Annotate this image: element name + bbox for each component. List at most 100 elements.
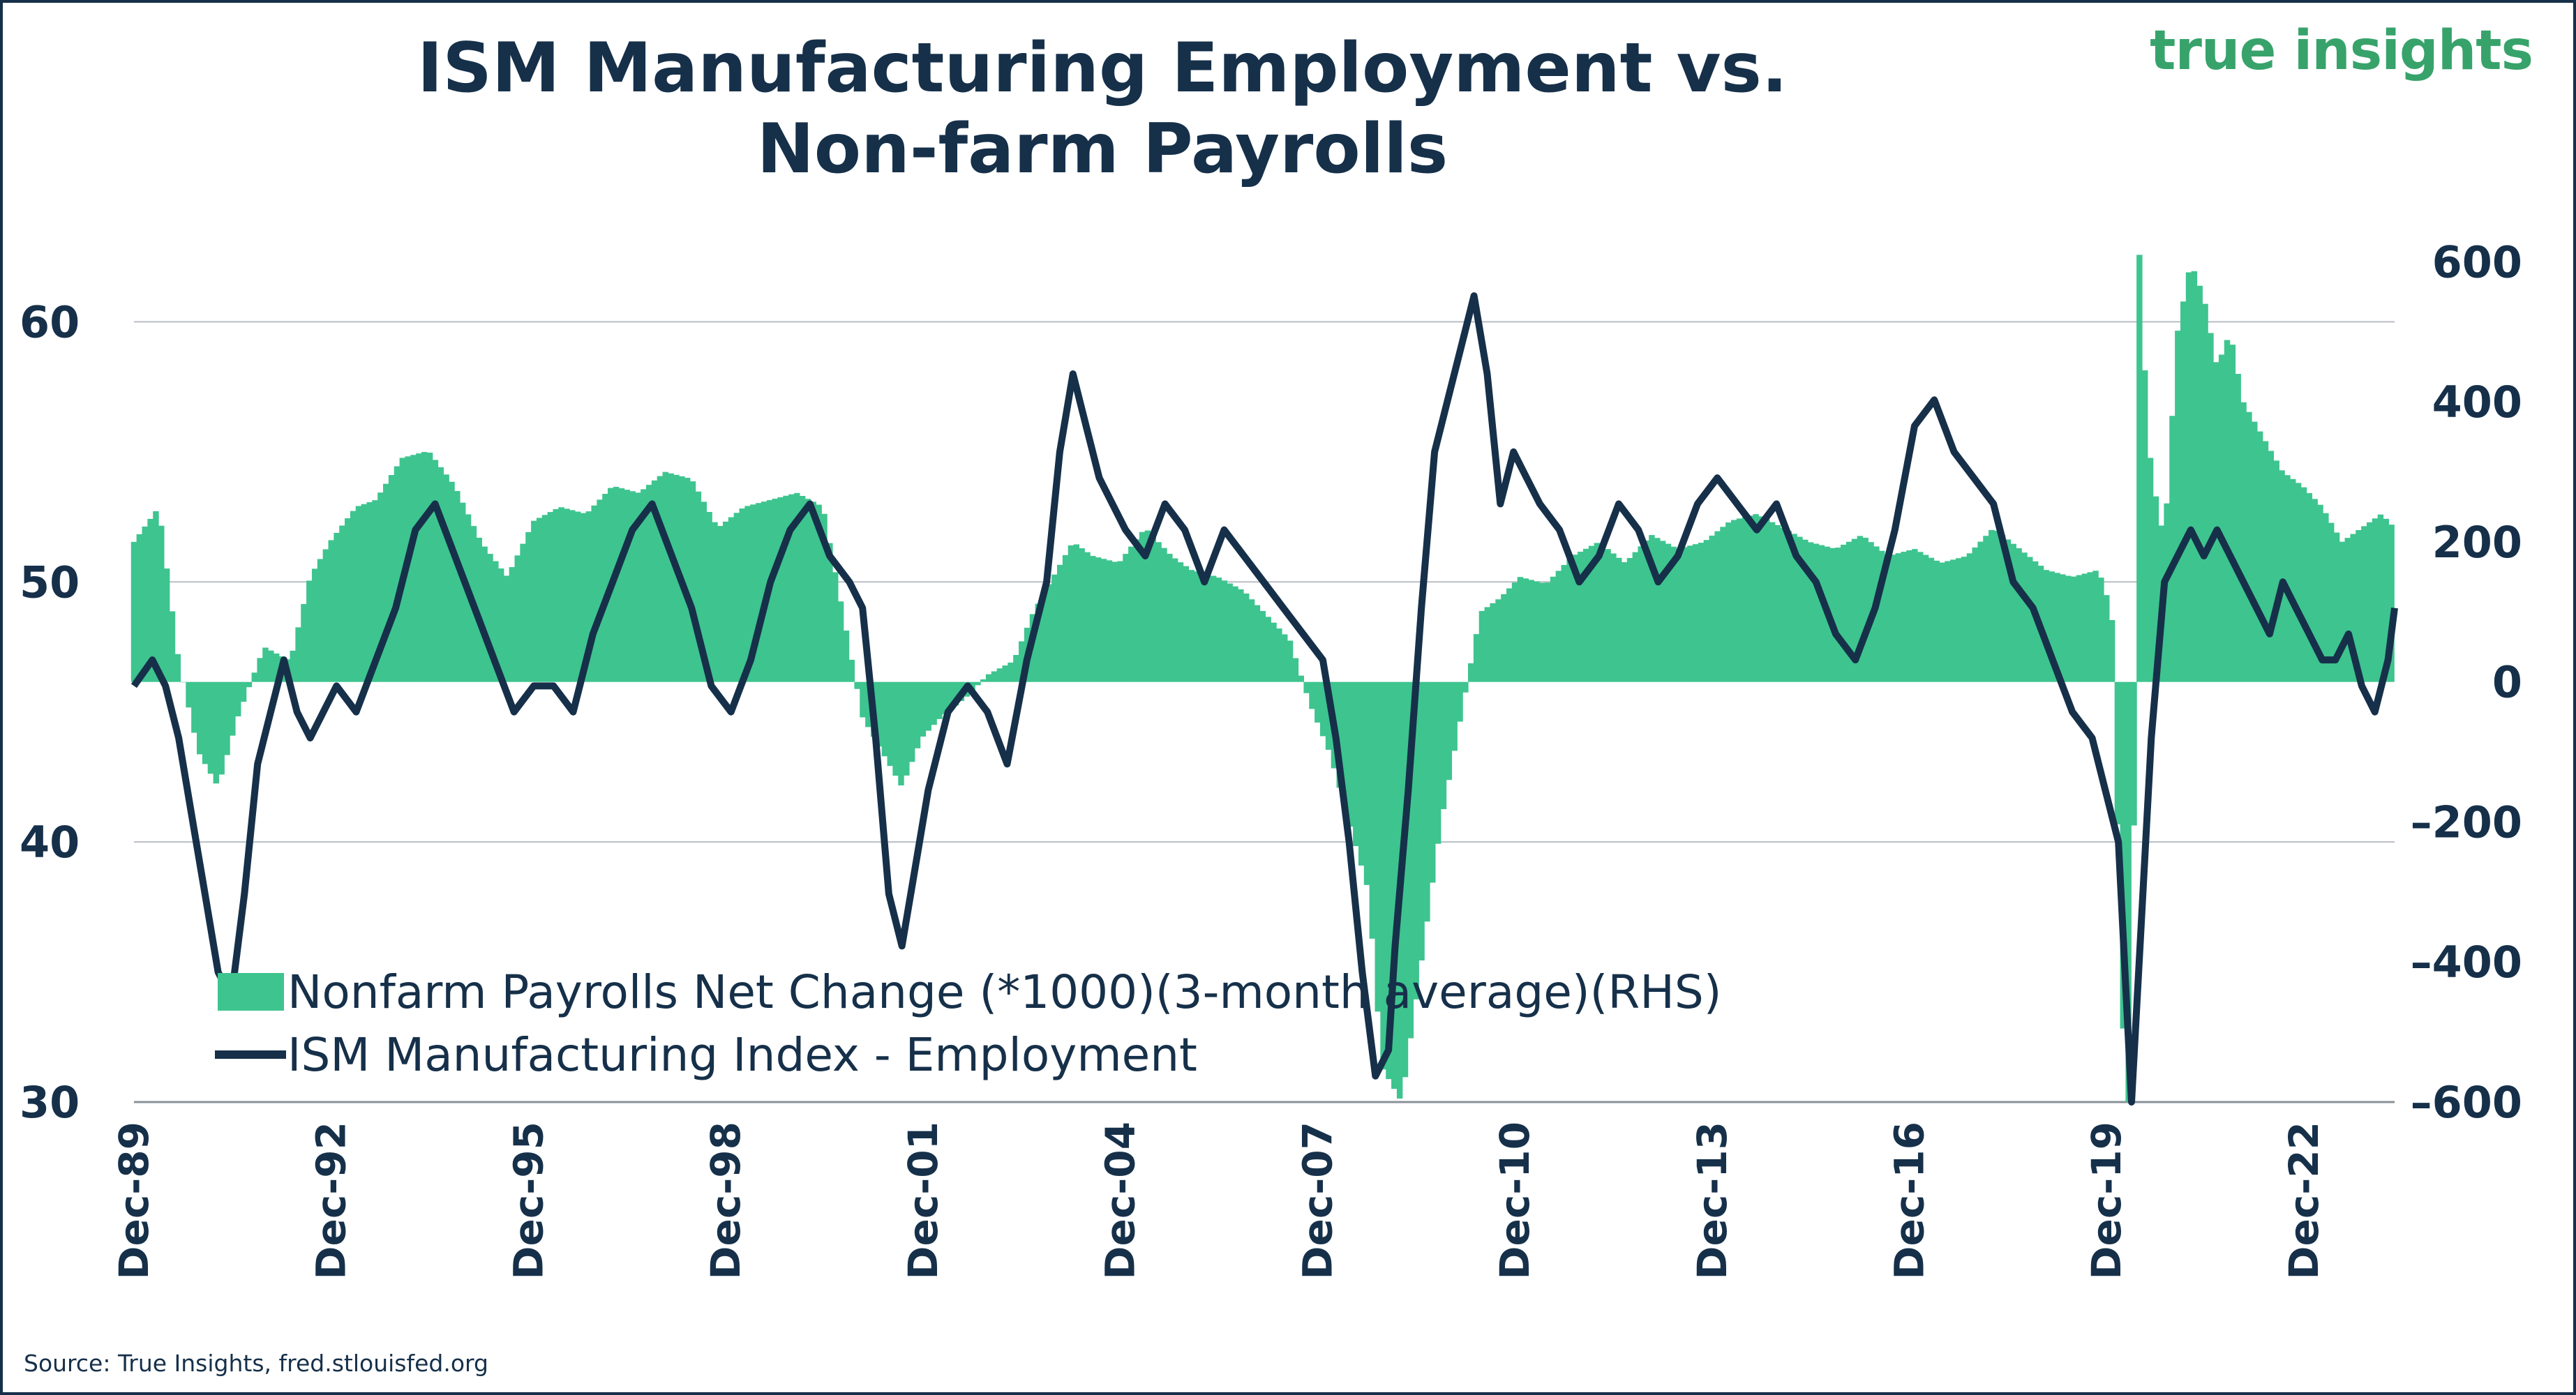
payroll-bar bbox=[1725, 522, 1732, 682]
payroll-bar bbox=[2366, 522, 2373, 682]
payroll-bar bbox=[2246, 412, 2252, 682]
payroll-bar bbox=[377, 492, 384, 682]
payroll-bar bbox=[2268, 451, 2275, 682]
payroll-bar bbox=[558, 507, 564, 682]
payroll-bar bbox=[618, 488, 625, 682]
payroll-bar bbox=[339, 525, 345, 682]
payroll-bar bbox=[1955, 558, 1962, 682]
payroll-bar bbox=[908, 681, 915, 762]
payroll-bar bbox=[1413, 681, 1419, 1000]
payroll-bar bbox=[372, 500, 378, 682]
payroll-bar bbox=[1353, 681, 1359, 847]
payroll-bar bbox=[1111, 561, 1118, 682]
payroll-bar bbox=[1375, 681, 1381, 1012]
payroll-bar bbox=[230, 681, 236, 736]
payroll-bar bbox=[662, 472, 669, 682]
payroll-bar bbox=[163, 568, 170, 682]
payroll-bar bbox=[1939, 562, 1945, 682]
payroll-bar bbox=[1616, 557, 1622, 682]
payroll-bar bbox=[2191, 271, 2198, 682]
payroll-bar bbox=[1895, 553, 1902, 682]
payroll-bar bbox=[1659, 541, 1666, 682]
payroll-bar bbox=[2131, 681, 2137, 826]
payroll-bar bbox=[2213, 362, 2219, 682]
x-tick-label: Dec-16 bbox=[1886, 1122, 1933, 1280]
payroll-bar bbox=[290, 650, 296, 682]
payroll-bar bbox=[268, 650, 274, 682]
x-tick-label: Dec-13 bbox=[1688, 1122, 1736, 1280]
payroll-bar bbox=[920, 681, 927, 737]
payroll-bar bbox=[569, 510, 576, 682]
payroll-bar bbox=[1999, 535, 2006, 682]
payroll-bar bbox=[1989, 529, 1995, 682]
payroll-bar bbox=[142, 526, 148, 682]
payroll-bar bbox=[2279, 470, 2285, 682]
payroll-bar bbox=[2065, 575, 2072, 682]
payroll-bar bbox=[147, 518, 153, 682]
payroll-bar bbox=[322, 549, 329, 682]
payroll-bar bbox=[202, 681, 209, 764]
payroll-bar bbox=[985, 674, 992, 682]
payroll-bar bbox=[1051, 574, 1058, 682]
payroll-bar bbox=[1544, 582, 1551, 682]
payroll-bar bbox=[2317, 504, 2323, 682]
payroll-bar bbox=[1922, 555, 1929, 682]
payroll-bar bbox=[509, 567, 516, 682]
x-tick-label: Dec-95 bbox=[504, 1122, 552, 1280]
payroll-bar bbox=[991, 671, 998, 682]
payroll-bar bbox=[2323, 513, 2329, 682]
payroll-bar bbox=[197, 681, 203, 755]
payroll-bar bbox=[2262, 441, 2269, 682]
payroll-bar bbox=[1358, 681, 1365, 866]
x-tick-label: Dec-89 bbox=[110, 1122, 158, 1280]
payroll-bar bbox=[553, 508, 559, 682]
payroll-bar bbox=[2103, 595, 2110, 682]
legend-swatch-bars bbox=[218, 973, 284, 1011]
payroll-bar bbox=[1139, 531, 1146, 682]
payroll-bar bbox=[2169, 416, 2176, 682]
payroll-bar bbox=[1369, 681, 1376, 939]
payroll-bar bbox=[761, 502, 767, 682]
payroll-bar bbox=[1539, 582, 1545, 682]
payroll-bar bbox=[1056, 564, 1063, 682]
brand-logo: true insights bbox=[2150, 20, 2533, 82]
payroll-bar bbox=[2339, 541, 2346, 682]
payroll-bar bbox=[1418, 681, 1425, 960]
payroll-bar bbox=[1845, 541, 1852, 682]
payroll-bar bbox=[2196, 285, 2203, 682]
left-tick-30: 30 bbox=[20, 1077, 80, 1128]
payroll-bar bbox=[975, 681, 981, 686]
legend-label-bars: Nonfarm Payrolls Net Change (*1000)(3-mo… bbox=[287, 965, 1721, 1019]
payroll-bar bbox=[887, 681, 893, 767]
payroll-bar bbox=[361, 504, 368, 682]
x-tick-label: Dec-10 bbox=[1491, 1122, 1538, 1280]
payroll-bar bbox=[1183, 566, 1190, 682]
payroll-bar bbox=[1572, 555, 1578, 682]
payroll-bar bbox=[1188, 570, 1195, 682]
payroll-bar bbox=[1566, 559, 1573, 682]
payroll-bar bbox=[641, 489, 647, 682]
payroll-bar bbox=[1100, 559, 1107, 682]
payroll-bar bbox=[591, 505, 597, 682]
payroll-bar bbox=[1692, 544, 1699, 682]
payroll-bar bbox=[865, 681, 871, 727]
payroll-bar bbox=[153, 511, 159, 682]
payroll-bar bbox=[1095, 557, 1102, 682]
payroll-bar bbox=[980, 679, 987, 682]
payroll-bar bbox=[1292, 658, 1299, 682]
payroll-bar bbox=[1961, 557, 1968, 682]
payroll-bar bbox=[1473, 634, 1480, 682]
payroll-bar bbox=[1391, 681, 1398, 1089]
payroll-bar bbox=[1534, 581, 1540, 682]
payroll-bar bbox=[2175, 331, 2181, 682]
payroll-bar bbox=[2235, 374, 2241, 682]
payroll-bar bbox=[1550, 576, 1557, 682]
payroll-bar bbox=[1841, 544, 1847, 682]
payroll-bar bbox=[2016, 548, 2022, 682]
payroll-bar bbox=[1271, 622, 1277, 682]
payroll-bar bbox=[2328, 522, 2335, 682]
payroll-bar bbox=[476, 537, 482, 682]
payroll-bar bbox=[585, 511, 592, 682]
payroll-bar bbox=[1407, 681, 1414, 1039]
right-tick-1: 400 bbox=[2432, 377, 2522, 428]
